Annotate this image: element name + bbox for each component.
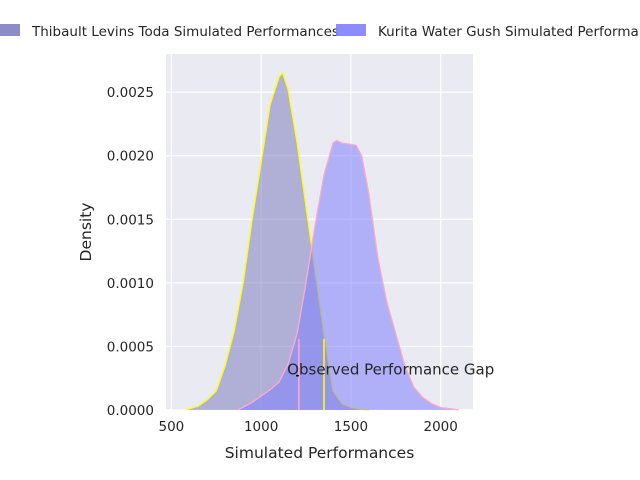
legend: Thibault Levins Toda Simulated Performan…	[0, 24, 640, 40]
legend-swatch	[336, 24, 366, 36]
y-tick-label: 0.0010	[107, 276, 154, 292]
y-tick-label: 0.0025	[107, 85, 154, 101]
annotation-layer: Observed Performance Gap	[287, 338, 494, 410]
y-tick-label: 0.0015	[107, 212, 154, 228]
y-axis-ticks: 0.0000 0.0005 0.0010 0.0015 0.0020 0.0025	[107, 85, 154, 419]
y-tick-label: 0.0020	[107, 149, 154, 165]
x-axis-ticks: 500 1000 1500 2000	[158, 419, 457, 435]
legend-label: Thibault Levins Toda Simulated Performan…	[31, 24, 339, 40]
x-tick-label: 500	[158, 419, 184, 435]
x-tick-label: 2000	[424, 419, 458, 435]
x-tick-label: 1000	[244, 419, 278, 435]
legend-swatch	[0, 24, 20, 36]
series-1-line	[237, 139, 459, 411]
x-tick-label: 1500	[334, 419, 368, 435]
gap-annotation-text: Observed Performance Gap	[287, 360, 494, 378]
y-axis-label: Density	[77, 203, 95, 262]
series-0-area	[185, 73, 369, 410]
x-axis-label: Simulated Performances	[225, 444, 415, 462]
y-tick-label: 0.0000	[107, 403, 154, 419]
series-layer	[185, 71, 459, 411]
legend-label: Kurita Water Gush Simulated Performances	[378, 24, 640, 40]
y-tick-label: 0.0005	[107, 339, 154, 355]
series-1-area	[237, 140, 459, 410]
